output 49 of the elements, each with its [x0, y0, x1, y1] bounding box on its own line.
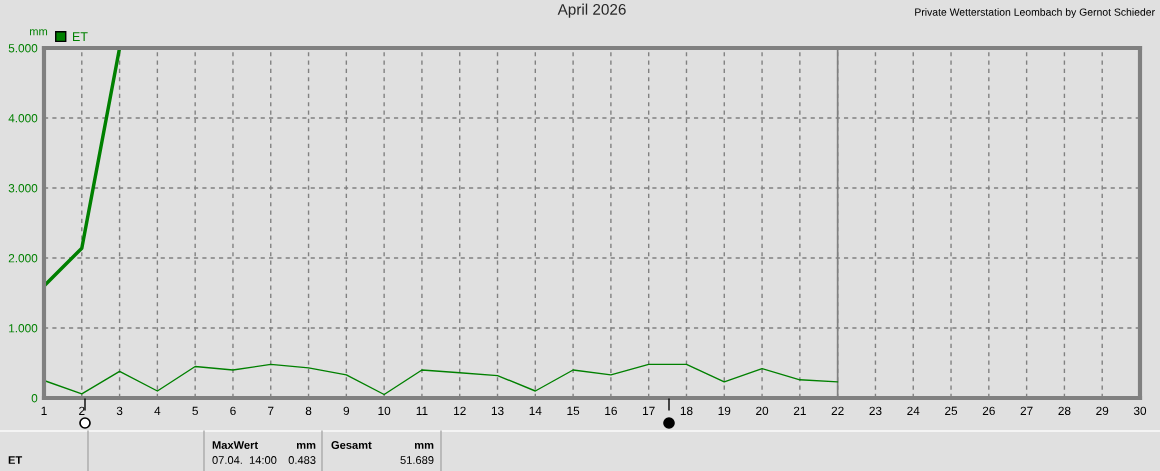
x-tick-label: 12 — [454, 406, 466, 415]
text: mm — [296, 442, 316, 449]
text: Private Wetterstation Leombach by Gernot Schieder — [915, 8, 1155, 18]
x-tick-label: 24 — [907, 406, 920, 415]
y-tick-label: 0 — [31, 394, 38, 403]
x-tick-label: 30 — [1133, 406, 1147, 415]
x-tick-label: 2 — [79, 406, 85, 415]
x-tick-label: 22 — [831, 406, 844, 415]
y-tick-label: 1.000 — [9, 324, 38, 333]
x-tick-label: 26 — [982, 406, 995, 415]
x-tick-label: 15 — [567, 406, 580, 415]
x-tick-label: 23 — [869, 406, 882, 415]
text: mm — [414, 442, 434, 449]
x-tick-label: 9 — [343, 406, 350, 415]
y-tick-label: 5.000 — [8, 44, 38, 53]
x-tick-label: 16 — [605, 406, 617, 415]
x-tick-label: 8 — [305, 406, 312, 415]
y-axis-title: mm — [30, 29, 48, 36]
legend-label: ET — [73, 32, 88, 41]
x-tick-label: 10 — [378, 406, 391, 415]
line-series — [43, 363, 839, 396]
text: Gesamt — [331, 441, 372, 449]
x-tick-label: 25 — [945, 406, 958, 415]
x-tick-label: 28 — [1058, 406, 1071, 415]
x-tick-label: 21 — [793, 406, 806, 415]
x-tick-label: 17 — [643, 406, 655, 415]
x-tick-label: 13 — [491, 406, 504, 415]
x-tick-label: 3 — [116, 406, 123, 415]
x-tick-label: 6 — [230, 406, 236, 415]
x-tick-label: 18 — [680, 406, 693, 415]
text: 07.04. 14:00 — [212, 456, 277, 464]
text: ET — [8, 456, 23, 464]
x-tick-label: 4 — [154, 406, 161, 415]
x-tick-label: 11 — [416, 406, 428, 415]
x-tick-label: 14 — [529, 406, 542, 415]
text: MaxWert — [212, 441, 258, 449]
x-tick-label: 29 — [1096, 406, 1109, 415]
text: 51.689 — [400, 456, 434, 464]
x-tick-label: 19 — [718, 406, 731, 415]
x-tick-label: 5 — [192, 406, 198, 415]
y-tick-label: 2.000 — [8, 254, 38, 263]
y-tick-label: 3.000 — [8, 184, 38, 193]
x-tick-label: 27 — [1020, 406, 1033, 415]
text: 0.483 — [288, 456, 316, 464]
chart-title: April 2026 — [557, 3, 626, 18]
x-tick-label: 7 — [268, 406, 274, 415]
x-tick-label: 1 — [41, 406, 47, 415]
y-tick-label: 4.000 — [8, 114, 38, 123]
x-tick-label: 20 — [756, 406, 769, 415]
